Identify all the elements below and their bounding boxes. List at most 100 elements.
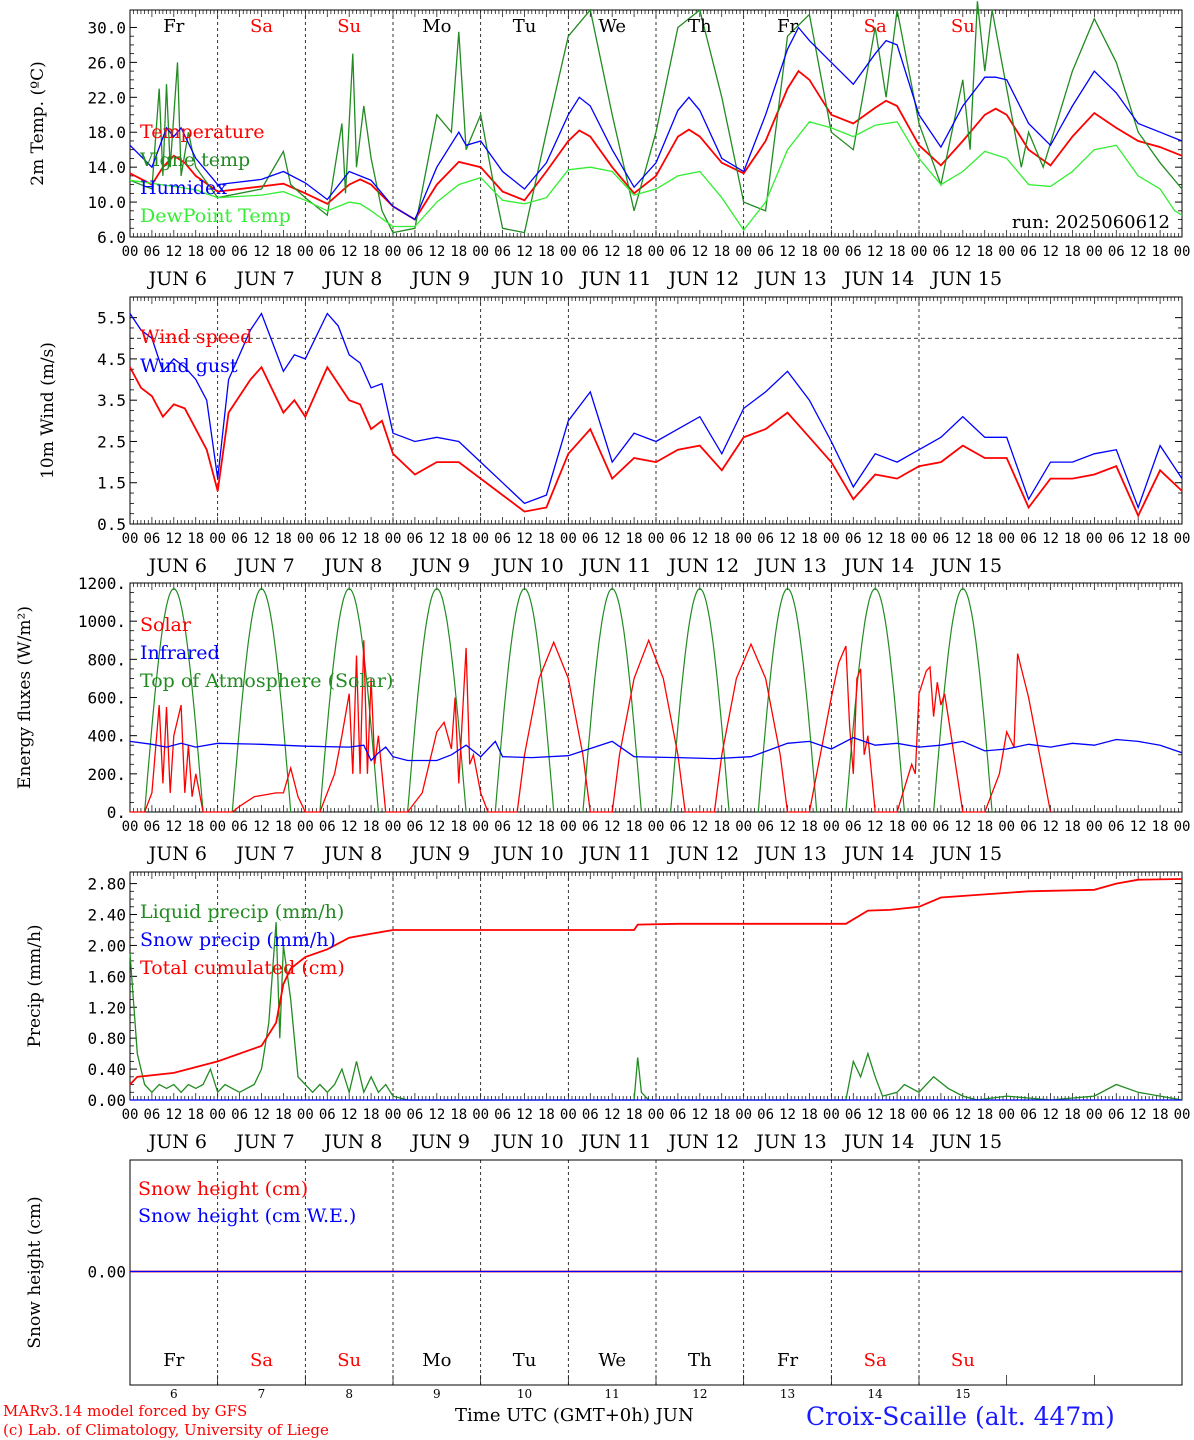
hour-tick-label: 00 xyxy=(209,819,226,835)
day-number-label: 7 xyxy=(258,1387,266,1400)
hour-tick-label: 12 xyxy=(691,1107,708,1123)
hour-tick-label: 00 xyxy=(823,244,840,260)
y-tick-label: 2.00 xyxy=(87,936,126,955)
date-label: JUN 12 xyxy=(667,268,739,290)
date-label: JUN 7 xyxy=(234,555,294,577)
model-credit: MARv3.14 model forced by GFS xyxy=(3,1402,248,1420)
hour-tick-label: 18 xyxy=(1064,244,1081,260)
weekday-label: Su xyxy=(337,16,361,37)
hour-tick-label: 12 xyxy=(253,531,270,547)
hour-tick-label: 18 xyxy=(976,819,993,835)
hour-tick-label: 18 xyxy=(275,1107,292,1123)
hour-tick-label: 12 xyxy=(1042,531,1059,547)
day-number-label: 9 xyxy=(433,1387,441,1400)
hour-tick-label: 00 xyxy=(998,244,1015,260)
hour-tick-label: 00 xyxy=(1086,1107,1103,1123)
hour-tick-label: 18 xyxy=(713,819,730,835)
hour-tick-label: 18 xyxy=(1152,1107,1169,1123)
date-label: JUN 7 xyxy=(234,268,294,290)
day-number-label: 13 xyxy=(780,1387,795,1400)
hour-tick-label: 12 xyxy=(779,531,796,547)
hour-tick-label: 00 xyxy=(998,531,1015,547)
hour-tick-label: 06 xyxy=(582,531,599,547)
hour-tick-label: 00 xyxy=(998,1107,1015,1123)
series-infrared xyxy=(129,736,1183,762)
y-tick-label: 22.0 xyxy=(87,88,126,107)
date-label: JUN 9 xyxy=(410,843,470,865)
date-label: JUN 11 xyxy=(579,555,651,577)
hour-tick-label: 12 xyxy=(165,819,182,835)
hour-tick-label: 12 xyxy=(779,244,796,260)
hour-tick-label: 12 xyxy=(779,819,796,835)
hour-tick-label: 00 xyxy=(560,1107,577,1123)
hour-tick-label: 00 xyxy=(472,531,489,547)
hour-tick-label: 12 xyxy=(1042,1107,1059,1123)
hour-tick-label: 12 xyxy=(516,244,533,260)
legend-entry: Snow precip (mm/h) xyxy=(140,929,336,951)
hour-tick-label: 12 xyxy=(604,244,621,260)
series-top-of-atmosphere-solar xyxy=(144,588,993,813)
date-label: JUN 14 xyxy=(842,843,914,865)
date-label: JUN 6 xyxy=(147,555,207,577)
hour-tick-label: 12 xyxy=(341,819,358,835)
legend-entry: DewPoint Temp xyxy=(140,205,291,227)
hour-tick-label: 12 xyxy=(165,531,182,547)
weekday-label: Su xyxy=(951,16,975,37)
day-number-label: 6 xyxy=(170,1387,178,1400)
series-liquid-precip-mm-h xyxy=(129,922,1183,1101)
meteogram: 6.0 10.0 14.0 18.0 22.0 26.0 30.0 2m Temp. (ºC)… xyxy=(15,1,1190,1400)
hour-tick-label: 06 xyxy=(494,1107,511,1123)
hour-tick-label: 12 xyxy=(691,531,708,547)
hour-tick-label: 06 xyxy=(231,244,248,260)
legend-entry: Solar xyxy=(140,614,192,636)
legend-entry: Wind speed xyxy=(140,326,252,348)
hour-tick-label: 06 xyxy=(845,819,862,835)
hour-tick-label: 00 xyxy=(911,244,928,260)
hour-tick-label: 18 xyxy=(889,244,906,260)
hour-tick-label: 18 xyxy=(1152,819,1169,835)
lab-credit: (c) Lab. of Climatology, University of L… xyxy=(3,1421,329,1439)
hour-tick-label: 18 xyxy=(889,531,906,547)
series-vigne-temp xyxy=(129,1,1183,234)
hour-tick-label: 06 xyxy=(1020,244,1037,260)
hour-tick-label: 06 xyxy=(845,531,862,547)
hour-tick-label: 00 xyxy=(297,531,314,547)
date-label: JUN 12 xyxy=(667,1131,739,1153)
hour-tick-label: 18 xyxy=(187,531,204,547)
weekday-label: We xyxy=(598,1350,626,1371)
y-tick-label: 0.5 xyxy=(97,515,126,534)
y-tick-label: 2.80 xyxy=(87,875,126,894)
weekday-label: We xyxy=(598,16,626,37)
y-tick-label: 200. xyxy=(87,765,126,784)
weekday-label: Th xyxy=(688,1350,712,1371)
hour-tick-label: 06 xyxy=(845,244,862,260)
hour-tick-label: 12 xyxy=(1042,819,1059,835)
date-label: JUN 8 xyxy=(322,268,382,290)
hour-tick-label: 12 xyxy=(604,531,621,547)
y-tick-label: 1000. xyxy=(78,612,126,631)
hour-tick-label: 06 xyxy=(669,531,686,547)
hour-tick-label: 00 xyxy=(472,819,489,835)
hour-tick-label: 12 xyxy=(165,244,182,260)
legend-entry: Snow height (cm W.E.) xyxy=(138,1205,356,1227)
hour-tick-label: 06 xyxy=(406,531,423,547)
hour-tick-label: 00 xyxy=(560,819,577,835)
weekday-label: Sa xyxy=(864,1350,887,1371)
y-tick-label: 0.00 xyxy=(87,1263,126,1282)
legend-entry: Vigne temp xyxy=(139,149,250,171)
hour-tick-label: 00 xyxy=(1086,819,1103,835)
weekday-label: Su xyxy=(337,1350,361,1371)
day-number-label: 12 xyxy=(692,1387,707,1400)
hour-tick-label: 06 xyxy=(319,531,336,547)
hour-tick-label: 12 xyxy=(1130,244,1147,260)
hour-tick-label: 06 xyxy=(845,1107,862,1123)
y-tick-label: 4.5 xyxy=(97,350,126,369)
hour-tick-label: 06 xyxy=(1108,1107,1125,1123)
hour-tick-label: 00 xyxy=(911,1107,928,1123)
y-tick-label: 18.0 xyxy=(87,123,126,142)
series-wind-gust xyxy=(129,312,1183,510)
weekday-label: Fr xyxy=(777,16,798,37)
hour-tick-label: 00 xyxy=(385,531,402,547)
y-axis-label: Energy fluxes (W/m²) xyxy=(15,606,35,789)
hour-tick-label: 18 xyxy=(538,244,555,260)
